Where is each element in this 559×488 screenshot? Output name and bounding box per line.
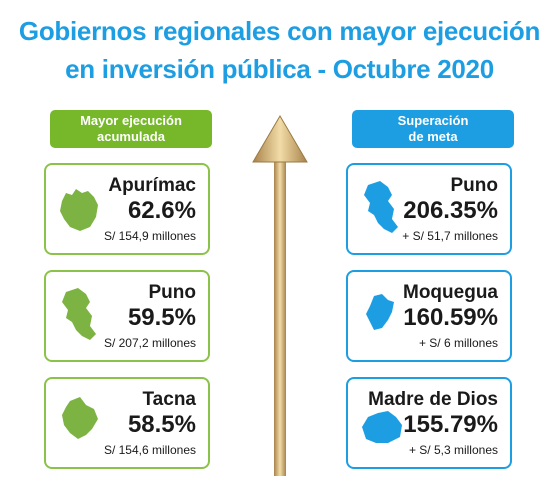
region-name: Tacna [142, 389, 196, 410]
amount-detail: S/ 154,9 millones [103, 229, 196, 243]
up-arrow-icon [252, 115, 308, 476]
moquegua-map-icon [366, 294, 394, 330]
percent-value: 58.5% [127, 411, 196, 438]
card-madre-de-dios: Madre de Dios 155.79% + S/ 5,3 millones [346, 377, 512, 469]
page-title-line-1: Gobiernos regionales con mayor ejecución [18, 16, 541, 46]
apurimac-map-icon [60, 189, 98, 231]
amount-detail: + S/ 6 millones [418, 336, 498, 350]
header-superacion-meta: Superación de meta [352, 110, 514, 148]
madre-de-dios-map-icon [362, 411, 402, 443]
header-line-2: de meta [408, 129, 458, 144]
header-mayor-ejecucion: Mayor ejecución acumulada [50, 110, 212, 148]
amount-detail: S/ 154,6 millones [103, 443, 196, 457]
header-line-1: Superación [397, 113, 469, 128]
region-name: Moquegua [403, 282, 498, 303]
page-title-line-2: en inversión pública - Octubre 2020 [65, 54, 494, 84]
puno-map-icon [364, 181, 398, 233]
region-name: Apurímac [108, 175, 196, 196]
tacna-map-icon [62, 397, 98, 439]
percent-value: 160.59% [403, 304, 498, 331]
header-line-2: acumulada [97, 129, 165, 144]
card-apurimac: Apurímac 62.6% S/ 154,9 millones [44, 163, 210, 255]
card-puno: Puno 59.5% S/ 207,2 millones [44, 270, 210, 362]
region-name: Madre de Dios [368, 389, 498, 410]
percent-value: 206.35% [403, 197, 498, 224]
puno-map-icon [62, 288, 96, 340]
region-name: Puno [450, 175, 499, 196]
percent-value: 59.5% [127, 304, 196, 331]
percent-value: 155.79% [403, 411, 498, 438]
amount-detail: + S/ 51,7 millones [402, 229, 498, 243]
amount-detail: + S/ 5,3 millones [408, 443, 498, 457]
region-name: Puno [148, 282, 197, 303]
amount-detail: S/ 207,2 millones [103, 336, 196, 350]
percent-value: 62.6% [127, 197, 196, 224]
card-tacna: Tacna 58.5% S/ 154,6 millones [44, 377, 210, 469]
card-puno: Puno 206.35% + S/ 51,7 millones [346, 163, 512, 255]
header-line-1: Mayor ejecución [80, 113, 182, 128]
card-moquegua: Moquegua 160.59% + S/ 6 millones [346, 270, 512, 362]
